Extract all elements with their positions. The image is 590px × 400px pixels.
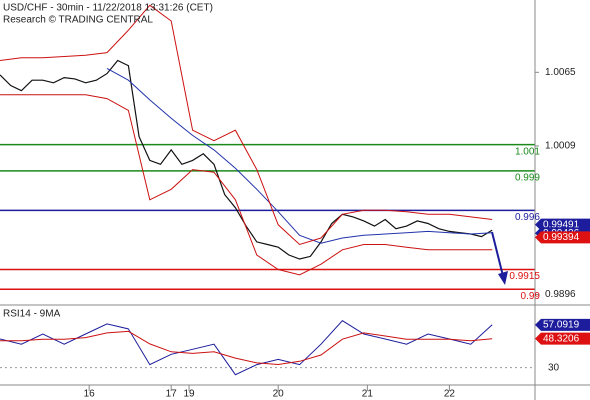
- level-label: 0.99: [521, 291, 541, 302]
- grid-layer: [0, 71, 539, 391]
- level-label: 0.996: [515, 212, 540, 223]
- level-label: 0.9915: [509, 271, 540, 282]
- level-label: 0.999: [515, 173, 540, 184]
- forecast-arrow: [491, 231, 504, 277]
- rsi-tag-label: 57.0919: [543, 319, 580, 330]
- chart-subtitle: Research © TRADING CENTRAL: [3, 15, 153, 26]
- y-tick-label: 1.0009: [545, 141, 576, 152]
- price-tag: [535, 231, 590, 244]
- x-tick-label: 16: [84, 389, 96, 400]
- indicator-line: [0, 94, 493, 276]
- y-tick-label: 1.0065: [545, 67, 576, 78]
- rsi-line: [0, 320, 493, 376]
- indicator-line: [106, 67, 493, 244]
- forecast-arrow-head: [498, 271, 508, 285]
- rsi-tag-label: 48.3206: [543, 333, 580, 344]
- y-tick-label: 0.9896: [545, 289, 576, 300]
- rsi-label: RSI14 - 9MA: [3, 309, 61, 320]
- level-label: 1.001: [515, 146, 540, 157]
- indicator-line: [0, 4, 493, 246]
- price-tag-label: 0.99394: [543, 232, 580, 243]
- x-tick-label: 19: [183, 389, 195, 400]
- x-tick-label: 21: [362, 389, 374, 400]
- chart-title: USD/CHF - 30min - 11/22/2018 13:31:26 (C…: [3, 3, 213, 14]
- rsi-tag: [535, 332, 590, 345]
- rsi-tag: [535, 318, 590, 331]
- price-tag-label: 0.99491: [543, 219, 580, 230]
- x-tick-label: 20: [273, 389, 285, 400]
- plot-layer: [0, 4, 493, 376]
- rsi-tick-label: 30: [548, 362, 560, 373]
- rsi-line: [0, 330, 493, 366]
- x-tick-label: 17: [166, 389, 178, 400]
- x-tick-label: 22: [444, 389, 456, 400]
- label-layer: 0.9896 1.0009 1.0065 16 17 19 20 21 22 1.001 0.999…: [84, 67, 590, 400]
